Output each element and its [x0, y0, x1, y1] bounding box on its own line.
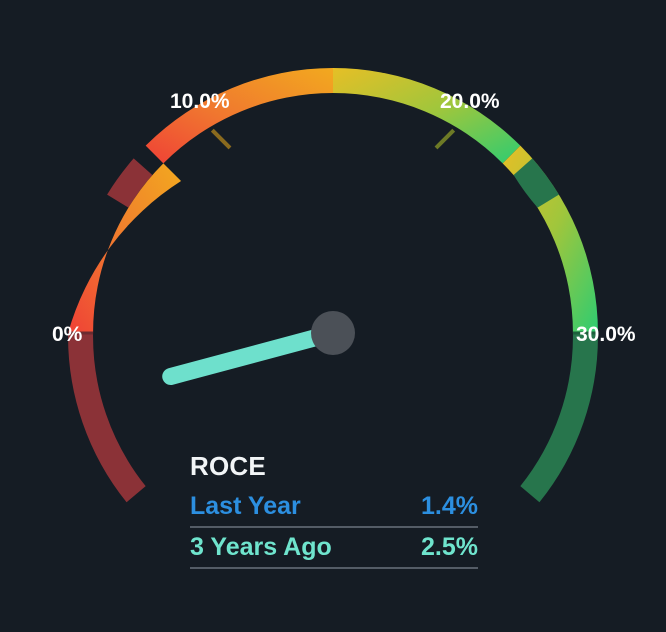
- tick-mark-10: [210, 128, 232, 150]
- page-title: ROCE: [190, 451, 266, 481]
- gauge-band-above-max-tail: [520, 333, 598, 503]
- tick-label-0: 0%: [52, 323, 83, 346]
- gauge-band-below-min: [107, 158, 153, 208]
- gauge-band-15-to-20: [333, 68, 521, 164]
- gauge-band-above-max: [513, 158, 559, 208]
- legend-label-three-years-ago: 3 Years Ago: [190, 533, 332, 561]
- gauge-band-20-to-30: [502, 145, 598, 333]
- legend-label-last-year: Last Year: [190, 492, 301, 520]
- gauge-band-0-to-10: [68, 163, 182, 333]
- gauge-band-10-to-15: [145, 68, 333, 164]
- legend-row-three-years-ago: 3 Years Ago 2.5%: [190, 530, 478, 569]
- tick-label-20: 20.0%: [440, 90, 500, 113]
- legend-value-three-years-ago: 2.5%: [421, 533, 478, 561]
- legend-row-last-year: Last Year 1.4%: [190, 489, 478, 528]
- tick-mark-20: [434, 128, 456, 150]
- gauge-hub: [311, 311, 355, 355]
- needle-three-years-ago-overlay: [162, 324, 342, 385]
- tick-label-30: 30.0%: [576, 323, 636, 346]
- gauge-band-below-min-tail: [68, 333, 146, 503]
- tick-label-10: 10.0%: [170, 90, 230, 113]
- gauge-legend: ROCE Last Year 1.4% 3 Years Ago 2.5%: [190, 450, 478, 571]
- gauge-tick-marks: [68, 128, 598, 335]
- legend-value-last-year: 1.4%: [421, 492, 478, 520]
